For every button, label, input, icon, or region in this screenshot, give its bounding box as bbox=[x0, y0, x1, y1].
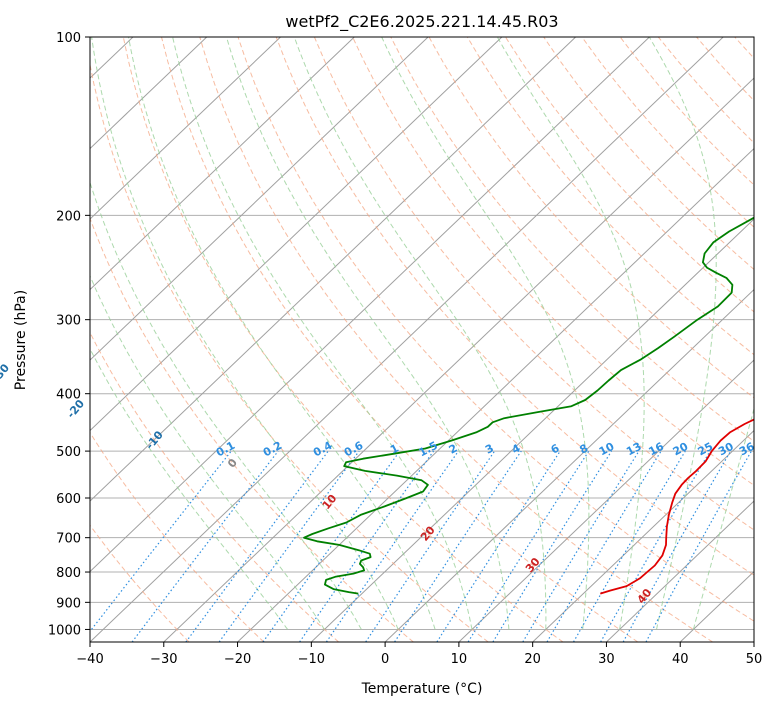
isotherm-line bbox=[90, 37, 576, 502]
x-tick-label: 10 bbox=[451, 652, 468, 667]
y-axis: 100 200 300 400 500 600 700 800 900 1000 bbox=[48, 31, 90, 638]
moist-adiabat-line bbox=[381, 37, 590, 630]
mixing-ratio-label: 13 bbox=[624, 440, 644, 459]
x-tick-label: 40 bbox=[672, 652, 689, 667]
mixing-ratio-line bbox=[325, 450, 459, 642]
y-tick-label: 600 bbox=[56, 492, 81, 507]
y-tick-label: 800 bbox=[56, 566, 81, 581]
dry-adiabat-line bbox=[161, 37, 639, 642]
x-tick-label: 20 bbox=[524, 652, 541, 667]
dry-adiabat-line bbox=[90, 62, 489, 642]
dry-adiabat-line bbox=[390, 37, 754, 442]
moist-adiabat-line bbox=[90, 347, 288, 630]
isotherm-line bbox=[90, 37, 503, 432]
mixing-ratio-label: 16 bbox=[646, 440, 666, 459]
mixing-ratio-label: 36 bbox=[737, 440, 757, 459]
dry-adiabat-line bbox=[313, 37, 754, 531]
x-axis-label: Temperature (°C) bbox=[361, 681, 483, 697]
y-tick-label: 100 bbox=[56, 31, 81, 46]
y-tick-label: 700 bbox=[56, 532, 81, 547]
mixing-ratio-line bbox=[185, 450, 329, 642]
mixing-ratio-line bbox=[492, 450, 613, 642]
mixing-ratio-line bbox=[467, 450, 590, 642]
x-tick-label: −10 bbox=[298, 652, 325, 667]
x-tick-label: −40 bbox=[76, 652, 103, 667]
mixing-ratio-line bbox=[622, 450, 732, 642]
dry-adiabat-line bbox=[466, 37, 754, 356]
moist-adiabat-line bbox=[90, 180, 362, 630]
mixing-ratio-line bbox=[131, 450, 279, 642]
moist-adiabat-line bbox=[172, 37, 473, 630]
chart-title: wetPf2_C2E6.2025.221.14.45.R03 bbox=[285, 12, 558, 32]
y-tick-label: 200 bbox=[56, 209, 81, 224]
moist-adiabat-line bbox=[91, 37, 399, 630]
x-tick-label: −20 bbox=[224, 652, 251, 667]
isotherm-line bbox=[90, 37, 281, 220]
isotherm-line bbox=[606, 500, 754, 642]
dry-adiabat-line bbox=[90, 431, 265, 642]
x-tick-label: 30 bbox=[598, 652, 615, 667]
moist-adiabat-line bbox=[496, 37, 645, 630]
isotherm-line bbox=[532, 429, 754, 642]
mixing-ratio-line bbox=[299, 450, 435, 642]
isotherm-line bbox=[458, 359, 754, 642]
mixing-ratio-line bbox=[218, 450, 360, 642]
x-tick-label: 0 bbox=[381, 652, 389, 667]
isotherm-line bbox=[384, 288, 754, 642]
dry-adiabat-line bbox=[122, 37, 564, 642]
mixing-ratio-line bbox=[522, 450, 640, 642]
mixing-ratio-line bbox=[365, 450, 496, 642]
y-tick-label: 900 bbox=[56, 596, 81, 611]
isotherm-line bbox=[90, 37, 355, 291]
y-axis-label: Pressure (hPa) bbox=[13, 290, 29, 390]
dry-adiabat-line bbox=[90, 217, 414, 642]
mixing-ratio-line bbox=[394, 450, 522, 642]
mixing-ratio-line bbox=[436, 450, 561, 642]
isotherm-line bbox=[90, 37, 208, 150]
isotherm-line bbox=[237, 147, 754, 642]
mixing-ratio-line bbox=[645, 450, 752, 642]
dry-adiabat-line bbox=[275, 37, 754, 576]
mixing-ratio-label: 30 bbox=[716, 440, 736, 459]
moist-adiabat-line bbox=[692, 406, 754, 630]
x-tick-label: −30 bbox=[150, 652, 177, 667]
y-tick-label: 400 bbox=[56, 388, 81, 403]
mixing-ratio-label: 25 bbox=[696, 440, 716, 459]
dry-adiabat-line bbox=[90, 524, 190, 642]
moist-adiabat-line bbox=[226, 37, 510, 630]
moist-adiabat-line bbox=[90, 274, 325, 630]
plot-frame bbox=[89, 36, 755, 643]
isotherm-line bbox=[90, 37, 429, 361]
dry-adiabat-line bbox=[505, 37, 754, 313]
y-tick-label: 300 bbox=[56, 314, 81, 329]
dewpoint-line bbox=[303, 216, 754, 595]
moist-adiabat-line bbox=[128, 37, 436, 630]
mixing-ratio-label: 10 bbox=[597, 440, 617, 459]
mixing-ratio-line bbox=[262, 450, 401, 642]
isotherm-line bbox=[90, 37, 650, 573]
background-lines bbox=[90, 37, 754, 642]
y-tick-label: 1000 bbox=[48, 623, 81, 638]
isotherm-line bbox=[163, 77, 754, 642]
mixing-ratio-label: 20 bbox=[671, 440, 691, 459]
isotherm-line bbox=[310, 218, 754, 642]
x-axis: −40 −30 −20 −10 0 10 20 30 40 50 bbox=[76, 642, 762, 667]
y-tick-label: 500 bbox=[56, 445, 81, 460]
dry-adiabat-line bbox=[199, 37, 713, 642]
moist-adiabat-line bbox=[293, 37, 547, 630]
profile-lines bbox=[303, 216, 754, 595]
isotherm-line bbox=[90, 37, 724, 642]
temperature-line bbox=[600, 418, 754, 595]
x-tick-label: 50 bbox=[746, 652, 763, 667]
